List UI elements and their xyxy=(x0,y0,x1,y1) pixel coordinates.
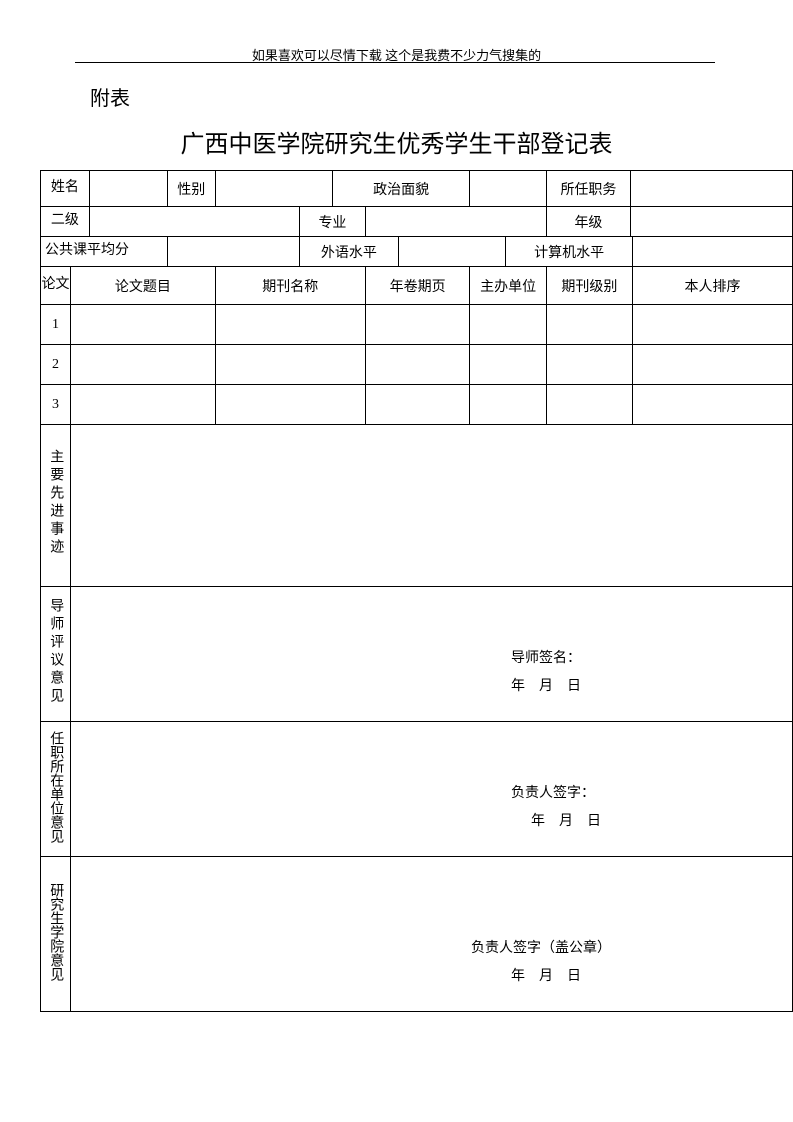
paper-cell xyxy=(365,345,470,385)
paper-cell xyxy=(365,305,470,345)
value-computer xyxy=(633,237,793,267)
label-paper-col2: 期刊名称 xyxy=(215,267,365,305)
value-public-course xyxy=(167,237,299,267)
label-public-course: 公共课平均分 xyxy=(41,237,168,267)
paper-cell xyxy=(633,345,793,385)
label-unit-opinion: 任职所在单位意见 xyxy=(41,722,71,857)
paper-cell xyxy=(71,305,216,345)
label-college-opinion: 研究生学院意见 xyxy=(41,857,71,1012)
value-position xyxy=(631,171,793,207)
paper-row-num: 2 xyxy=(41,345,71,385)
value-grade xyxy=(631,207,793,237)
value-political xyxy=(470,171,546,207)
label-grade: 年级 xyxy=(546,207,630,237)
label-gender: 性别 xyxy=(167,171,215,207)
value-foreign-lang xyxy=(398,237,506,267)
person-signature-label: 负责人签字： xyxy=(511,780,792,808)
date-line: 年 月 日 xyxy=(511,808,792,836)
tutor-signature-label: 导师签名： xyxy=(511,645,792,673)
subtitle: 附表 xyxy=(90,82,130,111)
paper-cell xyxy=(71,385,216,425)
value-college-opinion: 负责人签字（盖公章） 年 月 日 xyxy=(71,857,793,1012)
paper-cell xyxy=(470,305,546,345)
label-foreign-lang: 外语水平 xyxy=(300,237,398,267)
label-paper-col4: 主办单位 xyxy=(470,267,546,305)
label-paper-col6: 本人排序 xyxy=(633,267,793,305)
paper-cell xyxy=(633,385,793,425)
paper-cell xyxy=(546,345,632,385)
paper-row-num: 1 xyxy=(41,305,71,345)
paper-cell xyxy=(546,305,632,345)
value-name xyxy=(89,171,167,207)
date-line: 年 月 日 xyxy=(511,673,792,701)
label-computer: 计算机水平 xyxy=(506,237,633,267)
registration-table: 姓名 性别 政治面貌 所任职务 二级 专业 年级 公共课平均分 外语水平 计算机… xyxy=(40,170,793,1012)
paper-cell xyxy=(215,305,365,345)
paper-cell xyxy=(470,385,546,425)
page-title: 广西中医学院研究生优秀学生干部登记表 xyxy=(0,124,793,159)
paper-cell xyxy=(215,385,365,425)
label-deeds: 主要先进事迹 xyxy=(41,425,71,587)
value-unit-opinion: 负责人签字： 年 月 日 xyxy=(71,722,793,857)
value-major xyxy=(365,207,546,237)
paper-cell xyxy=(365,385,470,425)
paper-cell xyxy=(71,345,216,385)
header-underline xyxy=(75,62,715,63)
paper-cell xyxy=(633,305,793,345)
label-major: 专业 xyxy=(300,207,366,237)
paper-row-num: 3 xyxy=(41,385,71,425)
value-deeds xyxy=(71,425,793,587)
date-line: 年 月 日 xyxy=(471,963,792,991)
label-paper-col5: 期刊级别 xyxy=(546,267,632,305)
label-paper-col3: 年卷期页 xyxy=(365,267,470,305)
value-level xyxy=(89,207,299,237)
label-tutor-opinion: 导师评议意见 xyxy=(41,587,71,722)
paper-cell xyxy=(470,345,546,385)
label-level: 二级 xyxy=(41,207,90,237)
paper-cell xyxy=(215,345,365,385)
paper-cell xyxy=(546,385,632,425)
value-tutor-opinion: 导师签名： 年 月 日 xyxy=(71,587,793,722)
label-paper-col0: 论文 xyxy=(41,267,71,305)
label-political: 政治面貌 xyxy=(332,171,469,207)
value-gender xyxy=(215,171,332,207)
label-paper-col1: 论文题目 xyxy=(71,267,216,305)
label-name: 姓名 xyxy=(41,171,90,207)
label-position: 所任职务 xyxy=(546,171,630,207)
person-seal-label: 负责人签字（盖公章） xyxy=(471,935,792,963)
